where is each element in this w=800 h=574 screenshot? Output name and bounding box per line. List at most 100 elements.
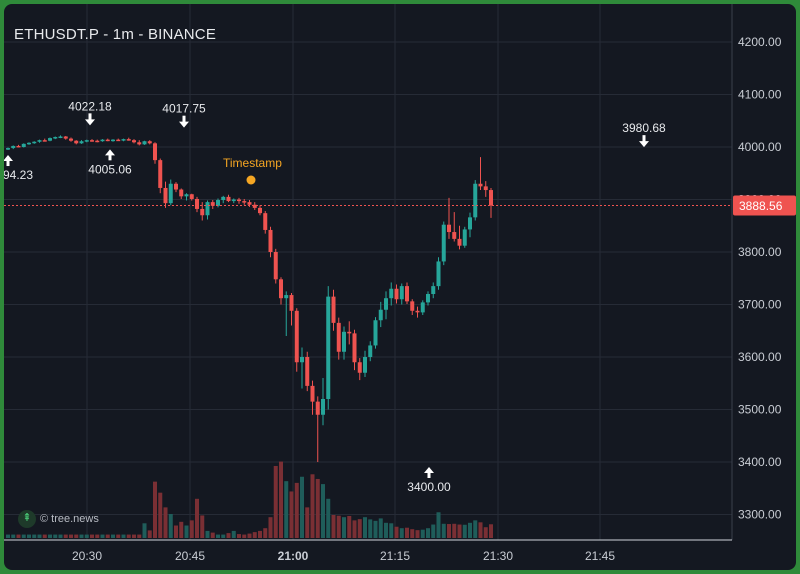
candle-body[interactable]	[116, 139, 121, 142]
candle-body[interactable]	[63, 136, 68, 139]
candle-body[interactable]	[436, 261, 441, 287]
candle-body[interactable]	[221, 196, 226, 201]
candle-body[interactable]	[153, 143, 157, 161]
candle-body[interactable]	[373, 320, 378, 346]
candle-body[interactable]	[447, 224, 451, 233]
candle-body[interactable]	[32, 141, 37, 144]
candle-body[interactable]	[305, 357, 310, 386]
candle-body[interactable]	[273, 252, 278, 280]
candle-body[interactable]	[441, 224, 446, 262]
candle-body[interactable]	[363, 357, 367, 373]
candle-body[interactable]	[347, 331, 352, 334]
candle-body[interactable]	[174, 183, 178, 190]
candle-body[interactable]	[27, 142, 31, 145]
candle-body[interactable]	[389, 288, 394, 299]
candle-body[interactable]	[69, 138, 73, 141]
candle-body[interactable]	[168, 183, 173, 204]
candle-body[interactable]	[263, 213, 268, 230]
candle-body[interactable]	[457, 238, 462, 246]
candle-body[interactable]	[37, 140, 42, 142]
candle-body[interactable]	[247, 202, 252, 205]
candle-body[interactable]	[6, 148, 10, 150]
candle-body[interactable]	[410, 301, 415, 311]
candle-body[interactable]	[242, 201, 247, 203]
candle-body[interactable]	[357, 362, 362, 373]
candlestick-chart[interactable]: 4200.004100.004000.003900.003800.003700.…	[4, 4, 796, 570]
candle-body[interactable]	[352, 333, 357, 363]
candle-body[interactable]	[189, 194, 194, 199]
candle-body[interactable]	[300, 357, 304, 363]
candle-body[interactable]	[279, 279, 283, 299]
candle-body[interactable]	[137, 142, 142, 145]
candle-body[interactable]	[158, 160, 163, 188]
candle-body[interactable]	[216, 200, 220, 206]
candle-body[interactable]	[252, 204, 257, 208]
candle-body[interactable]	[42, 140, 47, 142]
candle-body[interactable]	[121, 139, 126, 141]
candle-body[interactable]	[468, 217, 472, 230]
event-dot-icon[interactable]	[246, 175, 256, 185]
volume-bar	[431, 524, 436, 538]
candle-body[interactable]	[200, 208, 205, 216]
candle-body[interactable]	[483, 186, 488, 191]
candle-body[interactable]	[163, 187, 168, 204]
candle-body[interactable]	[79, 141, 84, 144]
candle-body[interactable]	[226, 196, 231, 202]
candle-body[interactable]	[132, 140, 136, 143]
candle-body[interactable]	[289, 295, 294, 311]
candle-body[interactable]	[105, 139, 110, 142]
candle-body[interactable]	[431, 286, 436, 294]
candle-body[interactable]	[48, 138, 52, 141]
candle-body[interactable]	[462, 229, 467, 246]
candle-body[interactable]	[58, 136, 63, 139]
candle-body[interactable]	[415, 310, 420, 313]
volume-bar	[189, 520, 194, 538]
candle-body[interactable]	[184, 194, 189, 197]
candle-body[interactable]	[420, 302, 425, 313]
candle-body[interactable]	[426, 294, 430, 303]
candle-body[interactable]	[195, 198, 199, 209]
candle-body[interactable]	[147, 141, 152, 144]
candle-body[interactable]	[258, 207, 262, 214]
price-annotation-label: 3400.00	[407, 480, 451, 494]
candle-body[interactable]	[399, 286, 404, 300]
candle-body[interactable]	[342, 331, 346, 352]
candle-body[interactable]	[489, 190, 493, 206]
candle-body[interactable]	[126, 139, 131, 141]
candle-body[interactable]	[326, 296, 331, 399]
candle-body[interactable]	[321, 399, 325, 415]
candle-body[interactable]	[478, 183, 483, 187]
candle-body[interactable]	[90, 140, 94, 142]
candle-body[interactable]	[378, 309, 383, 321]
candle-body[interactable]	[284, 295, 289, 299]
candle-body[interactable]	[111, 139, 115, 142]
candle-body[interactable]	[315, 401, 320, 415]
candle-body[interactable]	[84, 140, 89, 142]
candle-body[interactable]	[231, 199, 236, 202]
candle-body[interactable]	[310, 385, 315, 402]
candle-body[interactable]	[11, 145, 16, 149]
candle-body[interactable]	[237, 199, 241, 202]
candle-body[interactable]	[336, 322, 341, 352]
candle-body[interactable]	[16, 145, 21, 148]
candle-body[interactable]	[53, 137, 58, 139]
candle-body[interactable]	[268, 229, 273, 252]
candle-body[interactable]	[452, 232, 457, 239]
volume-bar	[405, 527, 409, 538]
candle-body[interactable]	[205, 202, 210, 216]
candle-body[interactable]	[294, 310, 299, 363]
candle-body[interactable]	[100, 139, 105, 142]
candle-body[interactable]	[21, 143, 26, 147]
candle-body[interactable]	[210, 202, 215, 206]
volume-bar	[6, 534, 10, 538]
candle-body[interactable]	[473, 183, 478, 218]
candle-body[interactable]	[179, 189, 184, 197]
candle-body[interactable]	[405, 286, 409, 302]
candle-body[interactable]	[74, 140, 79, 144]
candle-body[interactable]	[331, 296, 336, 323]
candle-body[interactable]	[384, 298, 388, 310]
candle-body[interactable]	[95, 140, 100, 143]
candle-body[interactable]	[142, 141, 147, 145]
candle-body[interactable]	[394, 288, 399, 300]
candle-body[interactable]	[368, 345, 373, 357]
